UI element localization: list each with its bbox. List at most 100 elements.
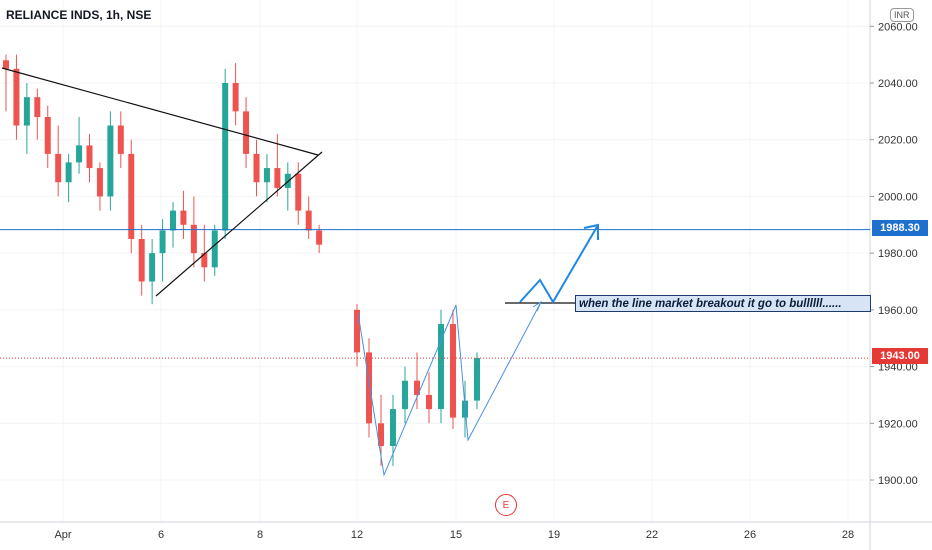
candle-body <box>211 230 218 268</box>
candle-body <box>414 380 420 395</box>
candle-body <box>138 238 145 282</box>
x-tick-label: 28 <box>842 529 854 541</box>
candle <box>65 153 72 203</box>
candle-body <box>253 153 260 183</box>
candle <box>138 224 145 296</box>
candle <box>450 309 456 429</box>
candle <box>426 372 432 424</box>
candle-body <box>3 60 9 69</box>
candle <box>3 54 9 112</box>
candle <box>438 309 444 424</box>
candle-body <box>55 153 62 183</box>
pattern-zigzag <box>357 301 542 477</box>
candle-body <box>23 97 30 126</box>
candle-body <box>295 173 302 211</box>
candle <box>253 139 260 197</box>
candle-body <box>128 153 135 239</box>
candle <box>295 162 302 225</box>
candle-body <box>316 230 323 245</box>
candle-body <box>426 394 432 410</box>
candle <box>149 238 156 305</box>
candle-body <box>390 409 396 446</box>
candle-body <box>86 145 93 169</box>
y-tick-label: 1940.00 <box>878 362 918 374</box>
candle-body <box>305 210 312 231</box>
candle <box>284 162 291 211</box>
candle-body <box>438 324 444 410</box>
candle <box>366 338 372 438</box>
candles <box>3 54 480 466</box>
x-axis-ticks: Apr 6 8 12 15 19 22 26 28 <box>54 529 854 541</box>
candle <box>474 352 480 410</box>
candle-body <box>378 423 384 446</box>
candle <box>390 394 396 466</box>
candle <box>107 111 114 211</box>
candle-body <box>13 68 20 126</box>
trendline-resistance <box>1 67 319 156</box>
candle-body <box>65 162 72 183</box>
x-tick-label: Apr <box>54 529 71 541</box>
candle <box>117 111 124 169</box>
breakout-annotation[interactable]: when the line market breakout it go to b… <box>575 295 871 312</box>
x-tick-label: 6 <box>158 529 164 541</box>
candle-body <box>243 111 250 154</box>
drawings <box>0 67 870 477</box>
candle <box>190 196 197 268</box>
candle <box>23 83 30 154</box>
earnings-marker[interactable]: E <box>495 494 517 516</box>
y-tick-label: 2040.00 <box>878 78 918 90</box>
candle <box>222 68 229 239</box>
symbol-title: RELIANCE INDS, 1h, NSE <box>6 8 152 22</box>
currency-badge[interactable]: INR <box>890 8 914 22</box>
pattern-arrowhead <box>532 300 543 312</box>
last-price-tag: 1943.00 <box>872 348 928 364</box>
candle-body <box>274 168 281 188</box>
candle <box>76 117 83 174</box>
y-tick-label: 1920.00 <box>878 418 918 430</box>
x-tick-label: 19 <box>548 529 560 541</box>
y-tick-label: 1980.00 <box>878 248 918 260</box>
candle-body <box>263 168 270 183</box>
candle-body <box>34 97 41 118</box>
candle <box>232 63 239 126</box>
candle-body <box>284 173 291 188</box>
candle-body <box>366 352 372 424</box>
candle-body <box>354 309 360 353</box>
chart-grid <box>0 0 870 522</box>
candle <box>354 304 360 367</box>
candle-body <box>180 210 187 225</box>
candle <box>96 162 103 211</box>
candle <box>274 134 281 197</box>
x-tick-label: 15 <box>450 529 462 541</box>
candle <box>243 97 250 169</box>
trendline-support <box>155 151 323 297</box>
y-tick-label: 2020.00 <box>878 135 918 147</box>
candle-body <box>96 168 103 197</box>
y-axis-ticks: 2060.00 2040.00 2020.00 2000.00 1980.00 1960.… <box>870 21 918 487</box>
candle-body <box>159 230 166 254</box>
candle <box>316 224 323 254</box>
candle-body <box>474 358 480 401</box>
x-tick-label: 22 <box>646 529 658 541</box>
candle-body <box>201 253 208 268</box>
candle <box>263 153 270 203</box>
candle-body <box>222 83 229 231</box>
candle <box>201 224 208 282</box>
candle-body <box>76 145 83 163</box>
candle-body <box>232 83 239 112</box>
candle-body <box>170 210 176 231</box>
x-tick-label: 12 <box>351 529 363 541</box>
x-tick-label: 8 <box>257 529 263 541</box>
candle-body <box>107 125 114 197</box>
candle <box>159 219 166 282</box>
candle-body <box>450 324 456 418</box>
candle <box>55 125 62 197</box>
candle <box>86 134 93 183</box>
candle <box>414 352 420 410</box>
x-tick-label: 26 <box>744 529 756 541</box>
candle-body <box>190 224 197 254</box>
candle-body <box>44 117 51 154</box>
y-tick-label: 2060.00 <box>878 21 918 33</box>
